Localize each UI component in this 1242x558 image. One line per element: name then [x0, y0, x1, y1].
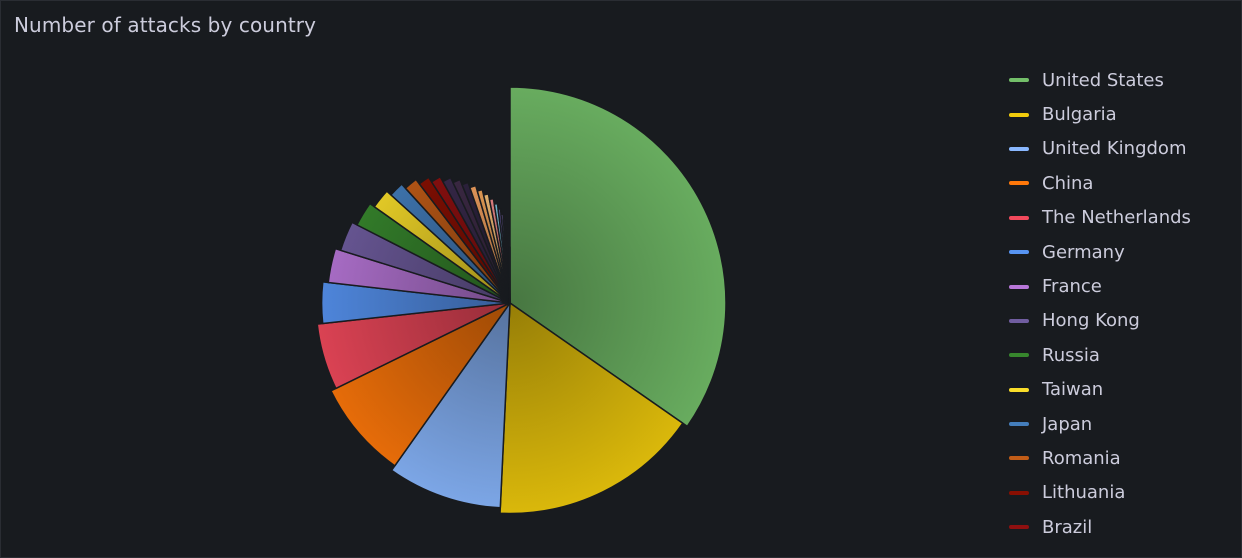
legend-label: Brazil: [1042, 516, 1093, 538]
legend-item[interactable]: Russia: [1009, 338, 1234, 372]
legend-swatch: [1009, 353, 1029, 358]
legend-swatch: [1009, 422, 1029, 427]
legend-label: Japan: [1042, 413, 1093, 435]
pie-slice-united-kingdom[interactable]: [390, 302, 511, 509]
pie-slice-other-18[interactable]: [476, 188, 511, 304]
pie-slice-china[interactable]: [330, 302, 511, 467]
legend-swatch: [1009, 112, 1029, 117]
legend-label: Romania: [1042, 447, 1121, 469]
legend-label: Russia: [1042, 344, 1100, 366]
pie-slice-the-netherlands[interactable]: [316, 302, 511, 390]
legend-label: United Kingdom: [1042, 138, 1187, 160]
pie-slice-taiwan[interactable]: [373, 190, 511, 304]
pie-slice-other-21[interactable]: [493, 202, 511, 304]
pie-slice-other-15[interactable]: [452, 178, 511, 304]
legend-item[interactable]: Brazil: [1009, 510, 1234, 544]
legend-item[interactable]: Romania: [1009, 441, 1234, 475]
legend-item[interactable]: Hong Kong: [1009, 304, 1234, 338]
legend-item[interactable]: Lithuania: [1009, 476, 1234, 510]
pie-slice-germany[interactable]: [320, 281, 511, 325]
legend-label: China: [1042, 172, 1094, 194]
legend-swatch: [1009, 490, 1029, 495]
pie-slice-united-states[interactable]: [509, 86, 727, 428]
legend-swatch: [1009, 525, 1029, 530]
pie-chart: [316, 86, 727, 515]
legend-item[interactable]: Japan: [1009, 407, 1234, 441]
legend-swatch: [1009, 181, 1029, 186]
pie-slice-brazil[interactable]: [430, 176, 511, 304]
legend-swatch: [1009, 215, 1029, 220]
pie-slice-other-19[interactable]: [482, 193, 511, 304]
legend-swatch: [1009, 250, 1029, 255]
legend-item[interactable]: Taiwan: [1009, 373, 1234, 407]
pie-slice-other-17[interactable]: [469, 184, 511, 304]
legend-label: France: [1042, 276, 1102, 298]
legend-swatch: [1009, 284, 1029, 289]
legend-label: United States: [1042, 69, 1164, 91]
legend-item[interactable]: France: [1009, 269, 1234, 303]
legend-item[interactable]: Germany: [1009, 235, 1234, 269]
pie-slice-bulgaria[interactable]: [499, 302, 684, 515]
legend-item[interactable]: United Kingdom: [1009, 132, 1234, 166]
chart-legend: United States Bulgaria United Kingdom China…: [1009, 63, 1234, 544]
legend-label: Lithuania: [1042, 482, 1126, 504]
pie-slice-other-14[interactable]: [442, 176, 511, 304]
legend-item[interactable]: China: [1009, 166, 1234, 200]
pie-slice-other-16[interactable]: [461, 181, 511, 304]
legend-swatch: [1009, 146, 1029, 151]
legend-swatch: [1009, 387, 1029, 392]
legend-label: Bulgaria: [1042, 104, 1117, 126]
pie-slice-hong-kong[interactable]: [339, 221, 511, 304]
legend-item[interactable]: The Netherlands: [1009, 201, 1234, 235]
pie-slice-russia[interactable]: [356, 202, 511, 304]
legend-swatch: [1009, 456, 1029, 461]
pie-slice-lithuania[interactable]: [418, 176, 511, 304]
legend-label: Taiwan: [1042, 379, 1104, 401]
pie-slice-japan[interactable]: [390, 183, 511, 304]
legend-item[interactable]: Bulgaria: [1009, 97, 1234, 131]
legend-label: Hong Kong: [1042, 310, 1140, 332]
legend-swatch: [1009, 78, 1029, 83]
legend-label: Germany: [1042, 241, 1125, 263]
legend-label: The Netherlands: [1042, 207, 1191, 229]
legend-item[interactable]: United States: [1009, 63, 1234, 97]
pie-slice-romania[interactable]: [404, 178, 511, 304]
pie-slice-other-20[interactable]: [488, 197, 511, 304]
panel-title: Number of attacks by country: [14, 13, 317, 37]
legend-swatch: [1009, 318, 1029, 323]
pie-slice-other-29[interactable]: [508, 246, 511, 304]
